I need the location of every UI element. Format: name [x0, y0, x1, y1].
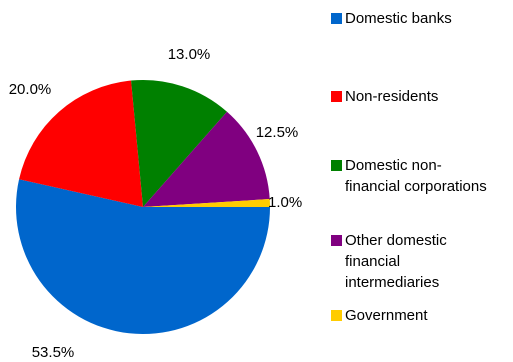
data-label-non-residents: 20.0% [9, 81, 52, 98]
pie-slice-domestic-non-financial-corporations [131, 79, 227, 207]
legend-label: Other domestic financial intermediaries [345, 232, 447, 291]
legend-swatch [331, 235, 342, 246]
legend-label: Non-residents [345, 88, 439, 105]
legend-label: Government [345, 307, 428, 324]
pie-slice-domestic-banks [15, 179, 271, 335]
data-label-other-domestic-financial-intermediaries: 12.5% [256, 124, 299, 141]
pie-slice-other-domestic-financial-intermediaries [143, 111, 270, 207]
legend-label: Domestic non- financial corporations [345, 157, 487, 195]
legend-swatch [331, 160, 342, 171]
legend-swatch [331, 310, 342, 321]
legend-label: Domestic banks [345, 10, 452, 27]
pie-slice-non-residents [19, 80, 144, 207]
pie-slice-government [143, 199, 270, 207]
data-label-government: 1.0% [268, 194, 302, 211]
legend-swatch [331, 13, 342, 24]
data-label-domestic-banks: 53.5% [32, 344, 75, 361]
legend-swatch [331, 91, 342, 102]
data-label-domestic-non-financial-corporations: 13.0% [168, 46, 211, 63]
